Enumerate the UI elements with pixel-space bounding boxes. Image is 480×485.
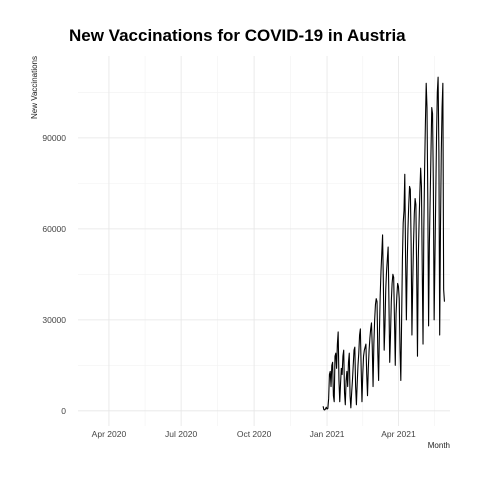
chart-title: New Vaccinations for COVID-19 in Austria [69, 26, 406, 45]
x-tick-label: Jul 2020 [165, 429, 197, 439]
y-tick-label: 30000 [42, 315, 66, 325]
y-axis-title: New Vaccinations [30, 56, 39, 119]
x-tick-label: Apr 2021 [381, 429, 416, 439]
x-tick-label: Apr 2020 [92, 429, 127, 439]
minor-gridlines [78, 56, 450, 426]
major-gridlines [78, 56, 450, 426]
x-axis-title: Month [428, 441, 450, 450]
y-tick-label: 60000 [42, 224, 66, 234]
tick-labels: Apr 2020 Jul 2020 Oct 2020 Jan 2021 Apr 2021… [42, 133, 416, 439]
y-tick-label: 90000 [42, 133, 66, 143]
x-tick-label: Jan 2021 [310, 429, 345, 439]
series-line [322, 76, 445, 411]
series-layer [322, 76, 445, 411]
x-tick-label: Oct 2020 [237, 429, 272, 439]
y-tick-label: 0 [61, 406, 66, 416]
